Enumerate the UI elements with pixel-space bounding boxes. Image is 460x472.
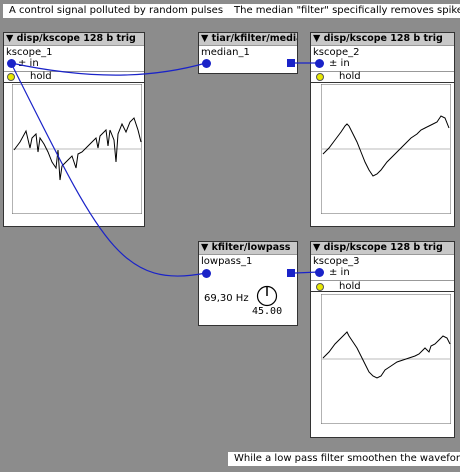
kscope-2-hold-bar[interactable] [311,71,454,83]
comment-median-removes-spikes: The median "filter" specifically removes… [228,4,460,18]
kscope-2-name: kscope_2 [313,47,360,58]
comment-polluted-signal: A control signal polluted by random puls… [3,4,230,18]
median-1-name: median_1 [201,47,250,58]
kscope-3-object[interactable]: ▼ disp/kscope 128 b trig kscope_3 ± in h… [310,241,455,438]
led-icon[interactable] [7,73,15,81]
kscope-1-hold-bar[interactable] [4,71,144,83]
kscope-3-name: kscope_3 [313,256,360,267]
median-1-title[interactable]: ▼ tiar/kfilter/median [199,33,297,46]
lowpass-1-frequency: 69,30 Hz [204,293,249,304]
kscope-3-hold-bar[interactable] [311,280,454,292]
lowpass-1-title[interactable]: ▼ kfilter/lowpass [199,242,297,255]
led-icon[interactable] [316,73,324,81]
lowpass-1-object[interactable]: ▼ kfilter/lowpass lowpass_1 69,30 Hz 45.… [198,241,298,326]
wire-source-to-lowpass [10,62,207,277]
kscope-1-inlet-label: ± in [18,58,39,69]
median-1-inlet[interactable] [202,59,211,68]
kscope-2-inlet[interactable] [315,59,324,68]
knob-icon[interactable] [255,284,279,308]
median-1-object[interactable]: ▼ tiar/kfilter/median median_1 [198,32,298,74]
wire-source-to-median [10,62,207,76]
median-1-outlet[interactable] [287,59,295,67]
kscope-1-hold-label: hold [30,71,52,82]
kscope-2-title[interactable]: ▼ disp/kscope 128 b trig [311,33,454,46]
lowpass-1-outlet[interactable] [287,269,295,277]
kscope-2-display [321,84,451,214]
kscope-3-display [321,294,451,424]
kscope-1-waveform [13,117,142,181]
kscope-1-object[interactable]: ▼ disp/kscope 128 b trig kscope_1 ± in h… [3,32,145,227]
kscope-3-inlet[interactable] [315,268,324,277]
kscope-3-waveform [322,331,451,379]
led-icon[interactable] [316,283,324,291]
kscope-1-name: kscope_1 [6,47,53,58]
kscope-3-title[interactable]: ▼ disp/kscope 128 b trig [311,242,454,255]
kscope-3-inlet-label: ± in [329,267,350,278]
kscope-3-hold-label: hold [339,281,361,292]
kscope-2-object[interactable]: ▼ disp/kscope 128 b trig kscope_2 ± in h… [310,32,455,227]
lowpass-1-name: lowpass_1 [201,256,253,267]
wire-lowpass-to-kscope3 [294,271,320,274]
comment-lowpass-smoothens: While a low pass filter smoothen the wav… [228,452,460,466]
kscope-1-title[interactable]: ▼ disp/kscope 128 b trig [4,33,144,46]
lowpass-1-knob-value: 45.00 [252,306,283,317]
lowpass-1-inlet[interactable] [202,269,211,278]
kscope-2-inlet-label: ± in [329,58,350,69]
kscope-2-hold-label: hold [339,71,361,82]
kscope-2-waveform [322,115,450,177]
